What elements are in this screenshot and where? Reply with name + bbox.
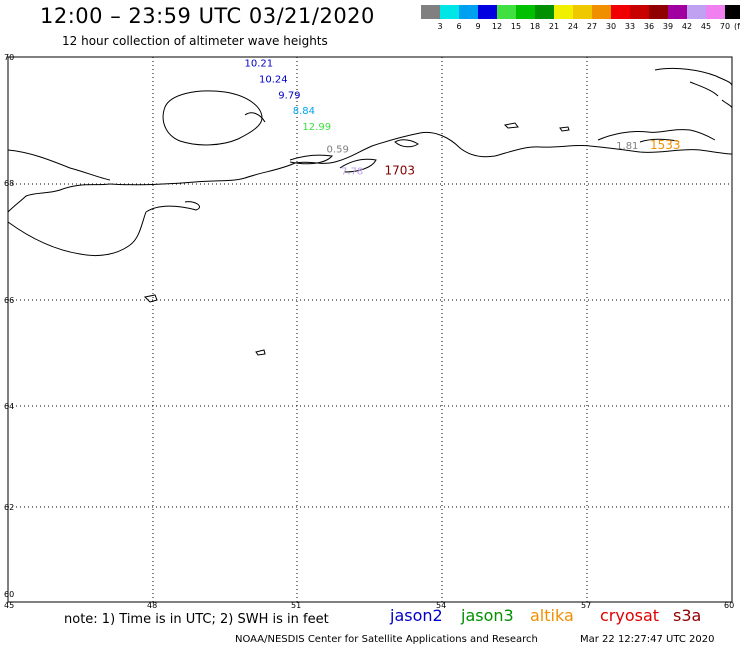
wave-height-label: 12.99 [302,122,331,133]
footer-note: note: 1) Time is in UTC; 2) SWH is in fe… [64,612,329,627]
lon-label-60: 60 [724,601,735,610]
color-swatch [725,5,740,19]
color-scale-tick-label: 15 [511,22,521,31]
color-scale-unit: (ft) [734,22,740,31]
coastline [7,67,733,356]
wave-height-label: 1703 [384,163,415,177]
color-scale-tick-label: 21 [549,22,559,31]
lat-label-66: 66 [4,296,15,305]
lon-label-45: 45 [4,601,15,610]
color-swatch [630,5,649,19]
graticule [8,57,732,602]
wave-height-label: 9.79 [278,90,300,101]
color-scale-tick-label: 70 [720,22,730,31]
legend-altika: altika [530,606,574,625]
wave-height-label: 8.84 [293,106,315,117]
map-title: 12:00 – 23:59 UTC 03/21/2020 [40,4,375,28]
wave-height-label: 1.81 [616,141,638,152]
color-swatch [535,5,554,19]
color-swatch [440,5,459,19]
legend-jason3: jason3 [461,606,514,625]
color-scale-tick-label: 12 [492,22,502,31]
color-swatch [497,5,516,19]
color-swatch [478,5,497,19]
wave-height-label: 7.78 [341,166,363,177]
color-scale-tick-label: 6 [456,22,461,31]
color-swatch [592,5,611,19]
lon-label-54: 54 [436,601,447,610]
color-scale-tick-label: 3 [437,22,442,31]
legend-cryosat: cryosat [600,606,660,625]
wave-height-label: 1533 [650,138,681,152]
legend-jason2: jason2 [390,606,443,625]
map-subtitle: 12 hour collection of altimeter wave hei… [62,34,328,48]
credit-line: NOAA/NESDIS Center for Satellite Applica… [235,634,538,645]
color-scale-tick-label: 42 [682,22,692,31]
color-swatch [706,5,725,19]
color-scale-tick-label: 9 [475,22,480,31]
color-scale-tick-label: 30 [606,22,616,31]
lat-label-62: 62 [4,503,15,512]
color-swatch [668,5,687,19]
color-swatch [611,5,630,19]
wave-height-label: 0.59 [327,144,349,155]
lat-label-70: 70 [4,53,15,62]
color-swatch [649,5,668,19]
color-scale-tick-label: 33 [625,22,635,31]
generated-timestamp: Mar 22 12:27:47 UTC 2020 [580,634,715,645]
color-swatch [421,5,440,19]
map-frame [7,56,733,603]
lat-label-68: 68 [4,179,15,188]
color-swatch [516,5,535,19]
wave-height-label: 10.21 [245,59,274,70]
color-scale-tick-label: 27 [587,22,597,31]
wave-height-label: 10.24 [259,74,288,85]
color-scale-tick-label: 45 [701,22,711,31]
color-swatch [554,5,573,19]
color-scale-tick-label: 39 [663,22,673,31]
color-scale-tick-label: 36 [644,22,654,31]
lat-label-60: 60 [4,590,15,599]
color-scale-tick-label: 24 [568,22,578,31]
color-scale-tick-label: 18 [530,22,540,31]
observation-layer: 10.21 10.24 9.79 8.84 12.99 0.59 7.78 1703 1.81 1… [245,59,681,178]
color-swatch [687,5,706,19]
lat-label-64: 64 [4,402,15,411]
lon-label-51: 51 [291,601,302,610]
lon-label-57: 57 [581,601,592,610]
lon-label-48: 48 [147,601,158,610]
color-swatch [573,5,592,19]
color-swatch [459,5,478,19]
legend-s3a: s3a [673,606,702,625]
